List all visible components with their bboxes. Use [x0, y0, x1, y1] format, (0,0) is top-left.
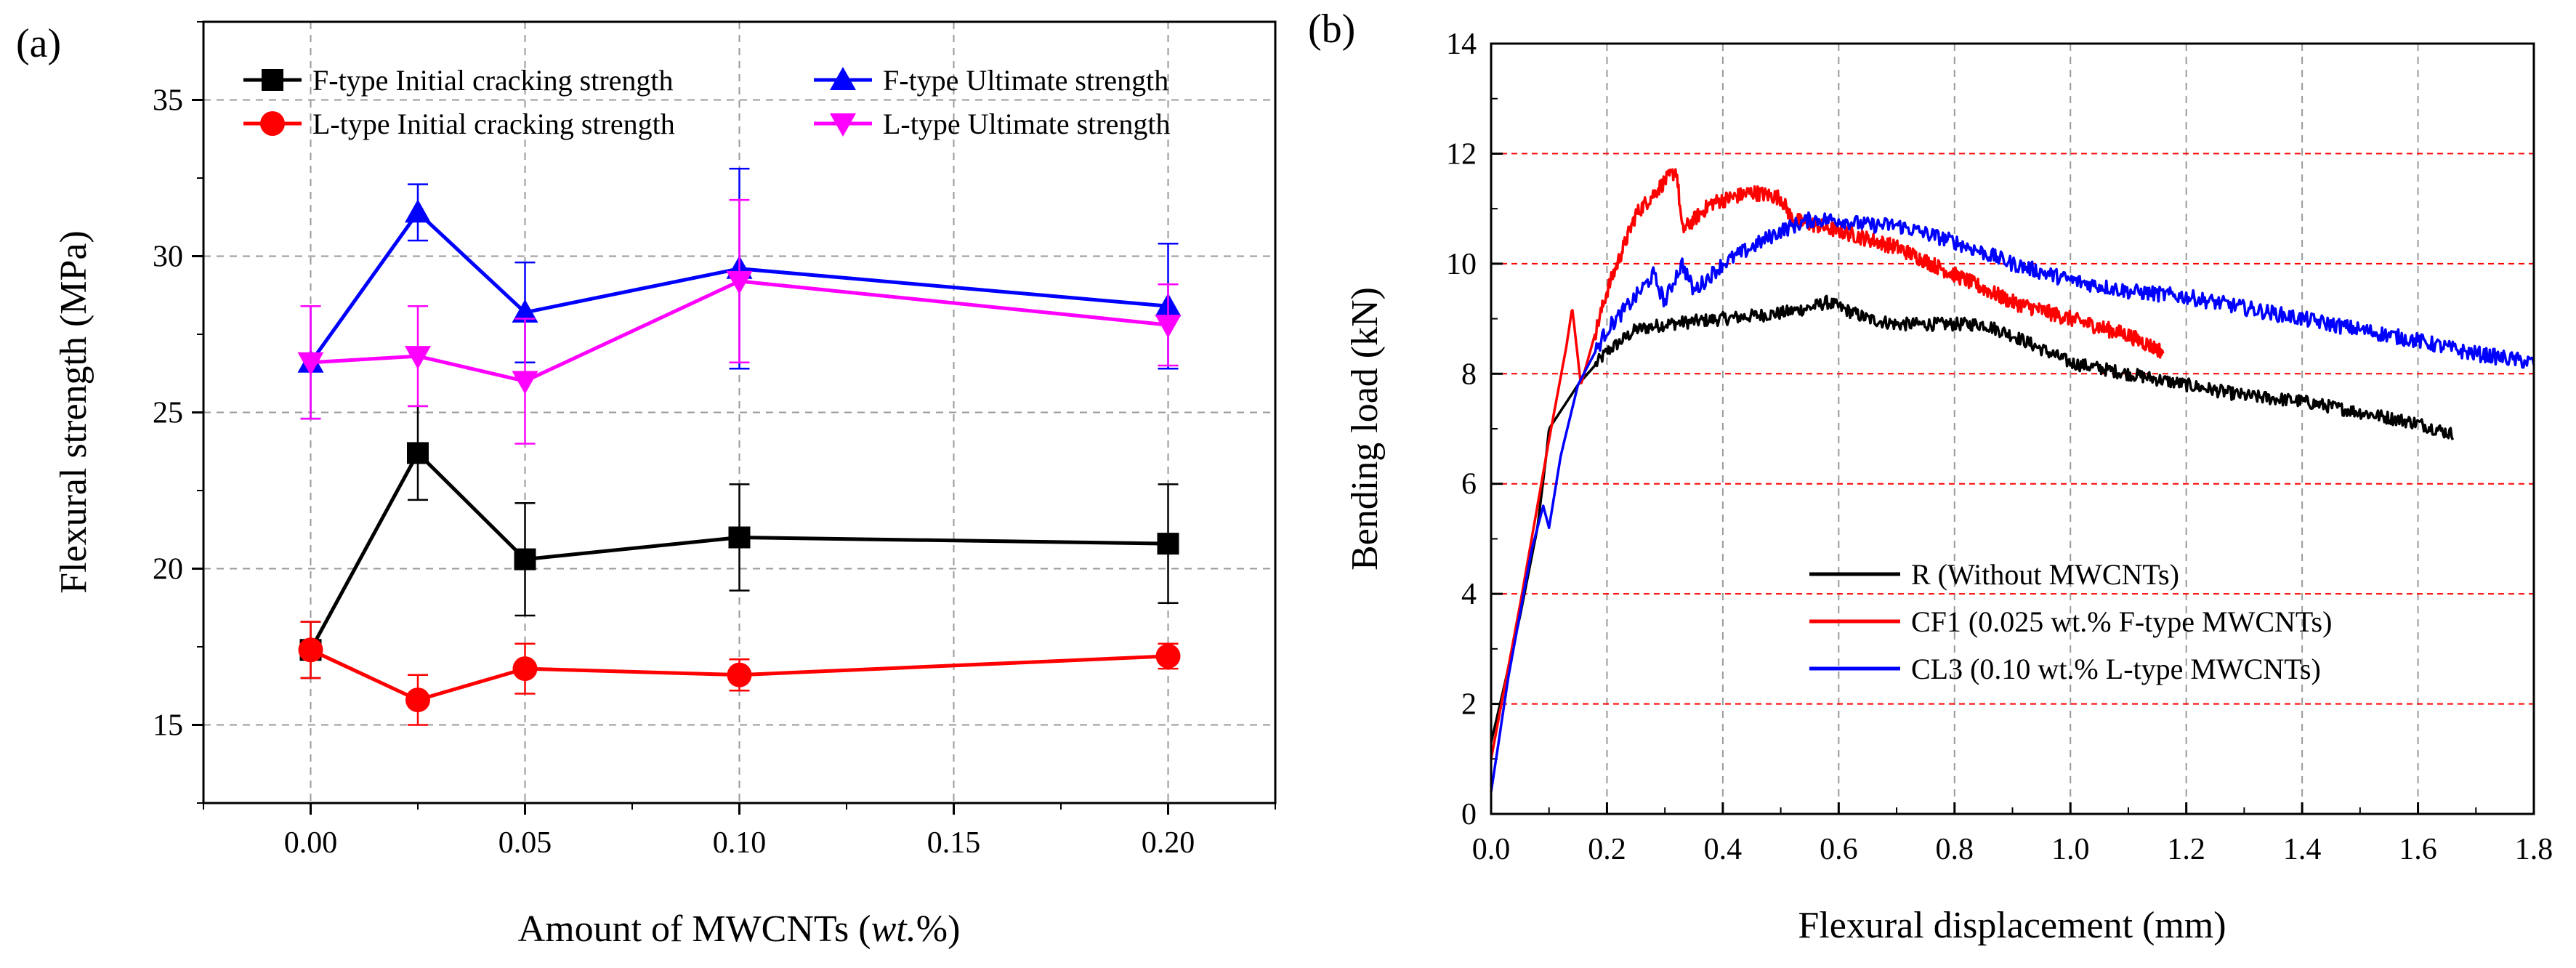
panel-a-legend-entry: F-type Initial cracking strength	[243, 64, 674, 97]
panel-b-x-tick-label: 1.8	[2515, 833, 2553, 866]
panel-b-x-tick-label: 0.4	[1704, 833, 1743, 866]
panel-b-legend-label: CF1 (0.025 wt.% F-type MWCNTs)	[1911, 605, 2332, 638]
panel-a-x-axis-title: Amount of MWCNTs (wt.%)	[518, 908, 961, 950]
panel-b-plot-frame	[1490, 42, 2535, 815]
panel-a-data-point	[405, 687, 430, 713]
panel-b-y-tick-label: 10	[1446, 248, 1477, 281]
panel-b-x-tick-label: 1.0	[2051, 833, 2090, 866]
panel-a-data-point	[512, 371, 538, 395]
panel-b-x-tick-label: 0.8	[1936, 833, 1974, 866]
panel-a-series	[297, 167, 1182, 726]
panel-a-data-point	[297, 352, 324, 376]
panel-a-y-axis-title: Flexural strength (MPa)	[53, 230, 94, 594]
panel-b-y-tick-label: 6	[1461, 468, 1477, 501]
panel-a-data-point	[1157, 533, 1179, 555]
panel-a-legend-marker	[260, 111, 285, 136]
panel-a-data-point	[1155, 315, 1182, 339]
panel-a-x-tick-label: 0.20	[1142, 826, 1195, 860]
panel-a-legend-entry: L-type Ultimate strength	[814, 108, 1170, 140]
panel-b-grid	[1491, 44, 2534, 814]
panel-b-x-tick-label: 1.4	[2283, 833, 2322, 866]
panel-b-legend-entry: CL3 (0.10 wt.% L-type MWCNTs)	[1809, 653, 2321, 685]
panel-b-legend-entry: R (Without MWCNTs)	[1809, 558, 2179, 591]
panel-a-legend-label: L-type Ultimate strength	[883, 108, 1170, 140]
panel-a-y-tick-label: 35	[153, 84, 183, 118]
panel-a-data-point	[727, 662, 752, 687]
panel-a-x-tick-label: 0.05	[498, 826, 552, 860]
panel-a-xlabel-suffix: %)	[916, 908, 961, 950]
panel-b-ticks: 0.0 0.2 0.4 0.6 0.8 1.0 1.2 1.4 1.6 1.8 0 2 4 6 8 10 12 1…	[1446, 28, 2553, 866]
panel-b-y-tick-label: 4	[1461, 578, 1477, 611]
panel-a-data-point	[1155, 643, 1181, 669]
panel-a-data-point	[405, 199, 431, 223]
panel-a-data-point	[512, 656, 538, 682]
panel-b: (b) 0.0 0.2 0.4 0.6 0.8 1.0 1.2 1.4 1.6 1.8 0 2 4 6 8 1…	[1308, 7, 2553, 946]
panel-b-legend: R (Without MWCNTs) CF1 (0.025 wt.% F-type…	[1809, 558, 2332, 685]
panel-a-series-1	[298, 621, 1181, 726]
panel-a-x-tick-label: 0.00	[284, 826, 338, 860]
panel-a-legend-label: F-type Initial cracking strength	[312, 64, 674, 97]
panel-a-legend-marker	[262, 69, 283, 91]
panel-a-data-point	[298, 637, 323, 663]
panel-a-series-3	[297, 198, 1182, 445]
panel-b-y-axis-title: Bending load (kN)	[1344, 287, 1386, 570]
panel-b-x-tick-label: 0.0	[1472, 833, 1511, 866]
panel-b-x-tick-label: 0.2	[1588, 833, 1626, 866]
panel-b-series	[1490, 168, 2535, 792]
panel-b-x-tick-label: 1.6	[2399, 833, 2437, 866]
panel-a-x-tick-label: 0.15	[927, 826, 981, 860]
panel-b-series-2-curve	[1490, 211, 2535, 792]
panel-a-ticks: 0.00 0.05 0.10 0.15 0.20 15 20 25 30 35	[153, 21, 1276, 860]
panel-a-grid	[203, 22, 1275, 803]
panel-a-data-point	[512, 299, 538, 323]
panel-b-label: (b)	[1308, 7, 1355, 52]
panel-a-data-point	[405, 346, 431, 370]
panel-a-xlabel-prefix: Amount of MWCNTs (	[518, 908, 871, 950]
panel-a-data-point	[726, 270, 753, 294]
panel-a-y-tick-label: 15	[153, 709, 183, 743]
panel-a-y-tick-label: 20	[153, 553, 183, 586]
panel-a-data-point	[514, 548, 536, 570]
panel-b-legend-label: R (Without MWCNTs)	[1911, 558, 2179, 591]
panel-a-legend-label: L-type Initial cracking strength	[312, 108, 675, 140]
panel-b-x-tick-label: 0.6	[1820, 833, 1858, 866]
panel-b-legend-entry: CF1 (0.025 wt.% F-type MWCNTs)	[1809, 605, 2332, 638]
panel-a-legend-marker	[830, 113, 856, 137]
panel-b-y-tick-label: 14	[1446, 28, 1477, 61]
panel-a-x-tick-label: 0.10	[713, 826, 767, 860]
panel-a-y-tick-label: 25	[153, 397, 183, 430]
panel-a-xlabel-italic: wt.	[871, 908, 916, 950]
panel-b-x-tick-label: 1.2	[2167, 833, 2205, 866]
panel-a-y-tick-label: 30	[153, 241, 183, 274]
panel-b-y-tick-label: 8	[1461, 358, 1477, 391]
panel-b-legend-label: CL3 (0.10 wt.% L-type MWCNTs)	[1911, 653, 2321, 685]
panel-b-series-0-curve	[1490, 294, 2455, 743]
panel-a-label: (a)	[16, 21, 61, 66]
panel-a-plot-frame	[202, 20, 1277, 804]
panel-b-y-tick-label: 0	[1461, 798, 1477, 831]
panel-a-legend-entry: L-type Initial cracking strength	[243, 108, 675, 140]
panel-b-y-tick-label: 2	[1461, 688, 1477, 722]
panel-a-legend-marker	[830, 67, 856, 90]
panel-a-legend: F-type Initial cracking strength L-type I…	[243, 64, 1170, 140]
panel-a-legend-entry: F-type Ultimate strength	[814, 64, 1168, 97]
panel-b-y-tick-label: 12	[1446, 137, 1477, 171]
panel-a-legend-label: F-type Ultimate strength	[883, 64, 1168, 97]
panel-a-data-point	[728, 526, 751, 549]
panel-a-data-point	[407, 442, 429, 464]
panel-a: (a) 0.00 0.05 0.10 0.15 0.20 15 20 25 30 35 Amoun…	[16, 20, 1277, 950]
panel-b-x-axis-title: Flexural displacement (mm)	[1798, 905, 2226, 946]
